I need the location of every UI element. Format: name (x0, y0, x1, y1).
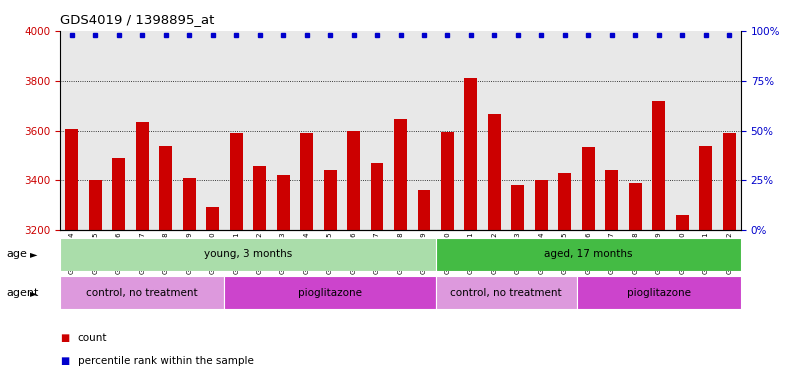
Bar (60, 238, 436, 271)
Bar (465, 78, 477, 230)
Bar (436, 276, 577, 309)
Text: percentile rank within the sample: percentile rank within the sample (78, 356, 254, 366)
Bar (558, 173, 571, 230)
Bar (347, 131, 360, 230)
Bar (159, 146, 172, 230)
Bar (652, 101, 665, 230)
Bar (441, 132, 454, 230)
Bar (436, 238, 741, 271)
Text: age: age (6, 249, 27, 260)
Text: young, 3 months: young, 3 months (203, 249, 292, 260)
Bar (224, 276, 436, 309)
Bar (230, 133, 243, 230)
Bar (89, 180, 102, 230)
Text: agent: agent (6, 288, 38, 298)
Bar (488, 114, 501, 230)
Bar (112, 158, 125, 230)
Text: count: count (78, 333, 107, 343)
Bar (371, 163, 384, 230)
Bar (511, 185, 525, 230)
Text: ■: ■ (60, 356, 70, 366)
Bar (66, 129, 78, 230)
Bar (60, 276, 224, 309)
Text: GDS4019 / 1398895_at: GDS4019 / 1398895_at (60, 13, 215, 26)
Text: ■: ■ (60, 333, 70, 343)
Bar (300, 133, 313, 230)
Bar (394, 119, 407, 230)
Text: pioglitazone: pioglitazone (626, 288, 690, 298)
Bar (676, 215, 689, 230)
Bar (582, 147, 595, 230)
Text: ►: ► (30, 288, 38, 298)
Bar (699, 146, 712, 230)
Bar (253, 166, 266, 230)
Bar (417, 190, 430, 230)
Bar (723, 133, 735, 230)
Bar (206, 207, 219, 230)
Text: control, no treatment: control, no treatment (87, 288, 198, 298)
Text: ►: ► (30, 249, 38, 260)
Bar (577, 276, 741, 309)
Bar (276, 175, 290, 230)
Bar (606, 170, 618, 230)
Text: control, no treatment: control, no treatment (450, 288, 562, 298)
Bar (136, 122, 149, 230)
Bar (535, 180, 548, 230)
Text: pioglitazone: pioglitazone (298, 288, 362, 298)
Bar (324, 170, 336, 230)
Text: aged, 17 months: aged, 17 months (544, 249, 633, 260)
Bar (629, 183, 642, 230)
Bar (183, 178, 195, 230)
